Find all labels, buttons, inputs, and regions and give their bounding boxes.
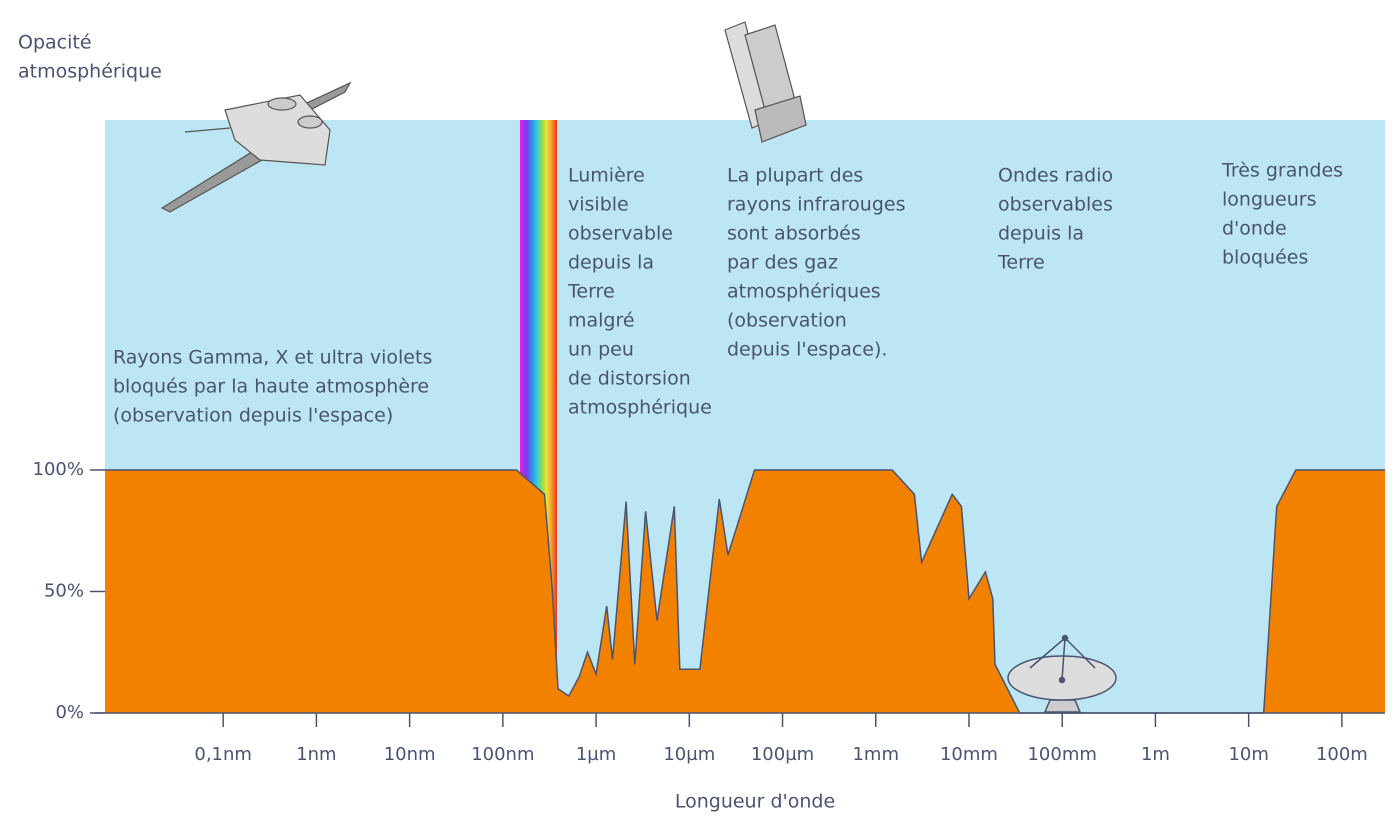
opacity-outline xyxy=(105,469,1385,714)
annotation: d'onde xyxy=(1222,218,1287,240)
y-axis-title: atmosphérique xyxy=(18,61,162,83)
annotation: Lumière xyxy=(568,165,645,187)
telescope-icon xyxy=(724,21,807,143)
annotation: observable xyxy=(568,223,673,245)
axes: 0,1nm 1nm 10nm 100nm 1µm 10µm 100µm 1mm 10mm 100m… xyxy=(18,32,1385,813)
annotation: sont absorbés xyxy=(727,223,861,245)
annotation: de distorsion xyxy=(568,368,691,390)
annotation: observables xyxy=(998,194,1113,216)
y-axis-title: Opacité xyxy=(18,32,92,54)
x-tick-label: 10nm xyxy=(384,744,436,765)
x-tick-label: 100mm xyxy=(1027,744,1096,765)
x-tick-label: 10mm xyxy=(940,744,998,765)
annotation: Terre xyxy=(997,252,1045,274)
annotation: Très grandes xyxy=(1221,160,1343,182)
x-tick-label: 1mm xyxy=(852,744,899,765)
annotation: Rayons Gamma, X et ultra violets xyxy=(113,347,432,369)
x-tick-label: 1m xyxy=(1141,744,1170,765)
x-axis-title: Longueur d'onde xyxy=(675,791,835,813)
x-tick-label: 1nm xyxy=(296,744,336,765)
x-tick-label: 100µm xyxy=(751,744,814,765)
annotation: Ondes radio xyxy=(998,165,1113,187)
annotation: atmosphérique xyxy=(568,397,712,419)
x-tick-label: 10m xyxy=(1228,744,1268,765)
annotation: (observation depuis l'espace) xyxy=(113,405,393,427)
annotation: depuis la xyxy=(568,252,654,274)
annotation: depuis l'espace). xyxy=(727,339,887,361)
annotation: malgré xyxy=(568,310,635,332)
x-tick-label: 1µm xyxy=(576,744,616,765)
x-tick-label: 100m xyxy=(1316,744,1368,765)
x-tick-label: 10µm xyxy=(663,744,715,765)
annotation: rayons infrarouges xyxy=(727,194,905,216)
y-tick-label: 100% xyxy=(33,459,84,480)
satellite-icon xyxy=(160,81,352,213)
annotation: visible xyxy=(568,194,629,216)
annotation: Terre xyxy=(567,281,615,303)
annotation: atmosphériques xyxy=(727,281,881,303)
annotation: par des gaz xyxy=(727,252,838,274)
y-tick-label: 50% xyxy=(44,580,84,601)
annotation: bloqués par la haute atmosphère xyxy=(113,376,429,398)
annotation: (observation xyxy=(727,310,847,332)
y-tick-label: 0% xyxy=(55,702,84,723)
radio-dish-icon xyxy=(1007,634,1117,713)
opacity-area xyxy=(105,470,1385,713)
x-tick-label: 0,1nm xyxy=(194,744,252,765)
x-tick-label: 100nm xyxy=(471,744,534,765)
annotation: La plupart des xyxy=(727,165,863,187)
annotation: depuis la xyxy=(998,223,1084,245)
plot xyxy=(105,469,1385,714)
annotation: un peu xyxy=(568,339,634,361)
annotation: longueurs xyxy=(1222,189,1317,211)
annotation: bloquées xyxy=(1222,247,1308,269)
